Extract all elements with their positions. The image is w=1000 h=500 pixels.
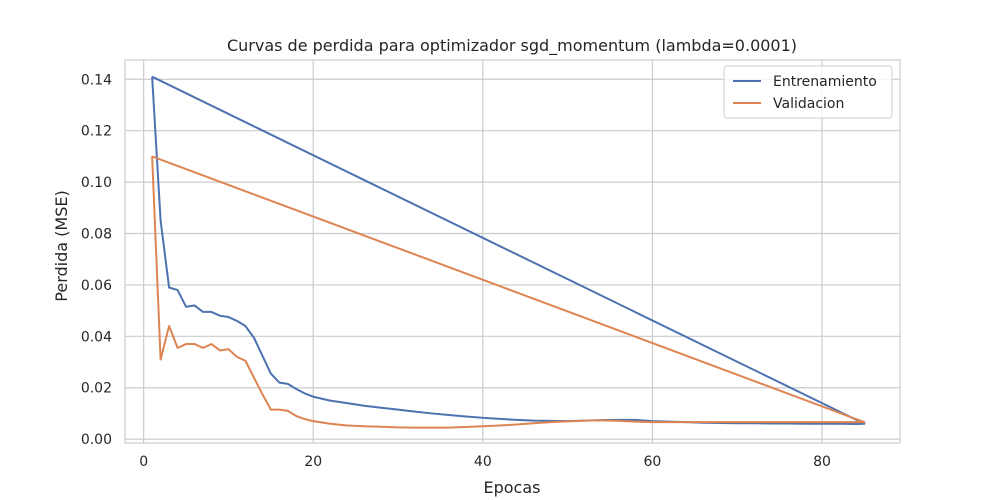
series-line-validacion	[151, 155, 866, 429]
x-tick-label: 20	[304, 454, 322, 470]
series-line-entrenamiento	[151, 75, 866, 425]
y-tick-label: 0.14	[81, 72, 112, 88]
legend-label-validacion: Validacion	[773, 96, 844, 112]
y-tick-label: 0.04	[81, 329, 112, 345]
legend-label-entrenamiento: Entrenamiento	[773, 74, 877, 90]
x-tick-label: 40	[474, 454, 492, 470]
chart-title: Curvas de perdida para optimizador sgd_m…	[227, 36, 797, 56]
y-tick-label: 0.12	[81, 124, 112, 140]
legend: Entrenamiento Validacion	[723, 65, 893, 119]
series-lines	[151, 75, 866, 429]
x-tick-label: 60	[643, 454, 661, 470]
x-tick-label: 80	[813, 454, 831, 470]
y-axis-ticks: 0.00 0.02 0.04 0.06 0.08 0.10 0.12 0.14	[81, 72, 112, 448]
plot-frame	[124, 59, 901, 444]
y-tick-label: 0.02	[81, 381, 112, 397]
x-axis-label: Epocas	[484, 478, 541, 497]
legend-box	[723, 65, 893, 119]
y-tick-label: 0.08	[81, 227, 112, 243]
y-tick-label: 0.06	[81, 278, 112, 294]
y-tick-label: 0.10	[81, 175, 112, 191]
y-tick-label: 0.00	[81, 432, 112, 448]
x-tick-label: 0	[139, 454, 148, 470]
x-axis-ticks: 0 20 40 60 80	[139, 454, 831, 470]
y-axis-label: Perdida (MSE)	[52, 190, 71, 301]
